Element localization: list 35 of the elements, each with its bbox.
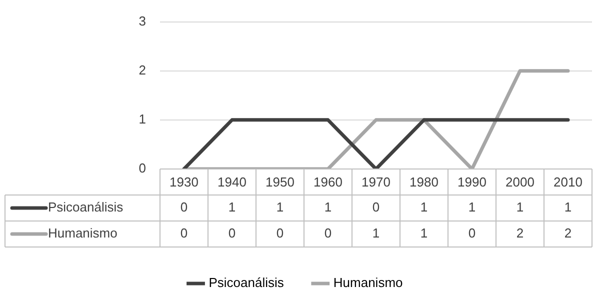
data-label: 1 [420, 200, 428, 215]
y-tick-label: 1 [138, 112, 146, 127]
legend-label: Humanismo [48, 226, 118, 241]
data-label: 0 [276, 226, 284, 241]
data-label: 0 [324, 226, 332, 241]
data-label: 1 [516, 200, 524, 215]
data-label: 1 [372, 226, 380, 241]
x-tick-label: 1930 [170, 174, 198, 190]
x-tick-label: 1950 [266, 174, 294, 190]
data-label: 1 [324, 200, 332, 215]
data-label: 1 [276, 200, 284, 215]
legend-label: Psicoanálisis [48, 200, 124, 215]
data-label: 0 [372, 200, 380, 215]
data-label: 0 [468, 226, 476, 241]
text: Humanismo [333, 275, 403, 290]
y-tick-label: 2 [138, 62, 146, 78]
x-tick-label: 1960 [314, 174, 342, 190]
data-label: 1 [228, 200, 236, 215]
text: Psicoanálisis [208, 275, 284, 290]
data-label: 0 [228, 226, 236, 241]
y-tick-label: 3 [138, 13, 146, 28]
data-label: 0 [180, 226, 188, 241]
data-label: 1 [468, 200, 476, 215]
x-tick-label: 1940 [218, 174, 246, 190]
data-label: 2 [516, 226, 524, 241]
x-tick-label: 2000 [506, 174, 534, 190]
x-tick-label: 1990 [458, 174, 486, 190]
data-label: 1 [564, 200, 572, 215]
data-label: 2 [564, 226, 572, 241]
x-tick-label: 1970 [362, 174, 390, 190]
data-label: 1 [420, 226, 428, 241]
data-label: 0 [180, 200, 188, 215]
x-tick-label: 2010 [554, 174, 582, 190]
y-tick-label: 0 [138, 160, 146, 176]
x-tick-label: 1980 [410, 174, 438, 190]
